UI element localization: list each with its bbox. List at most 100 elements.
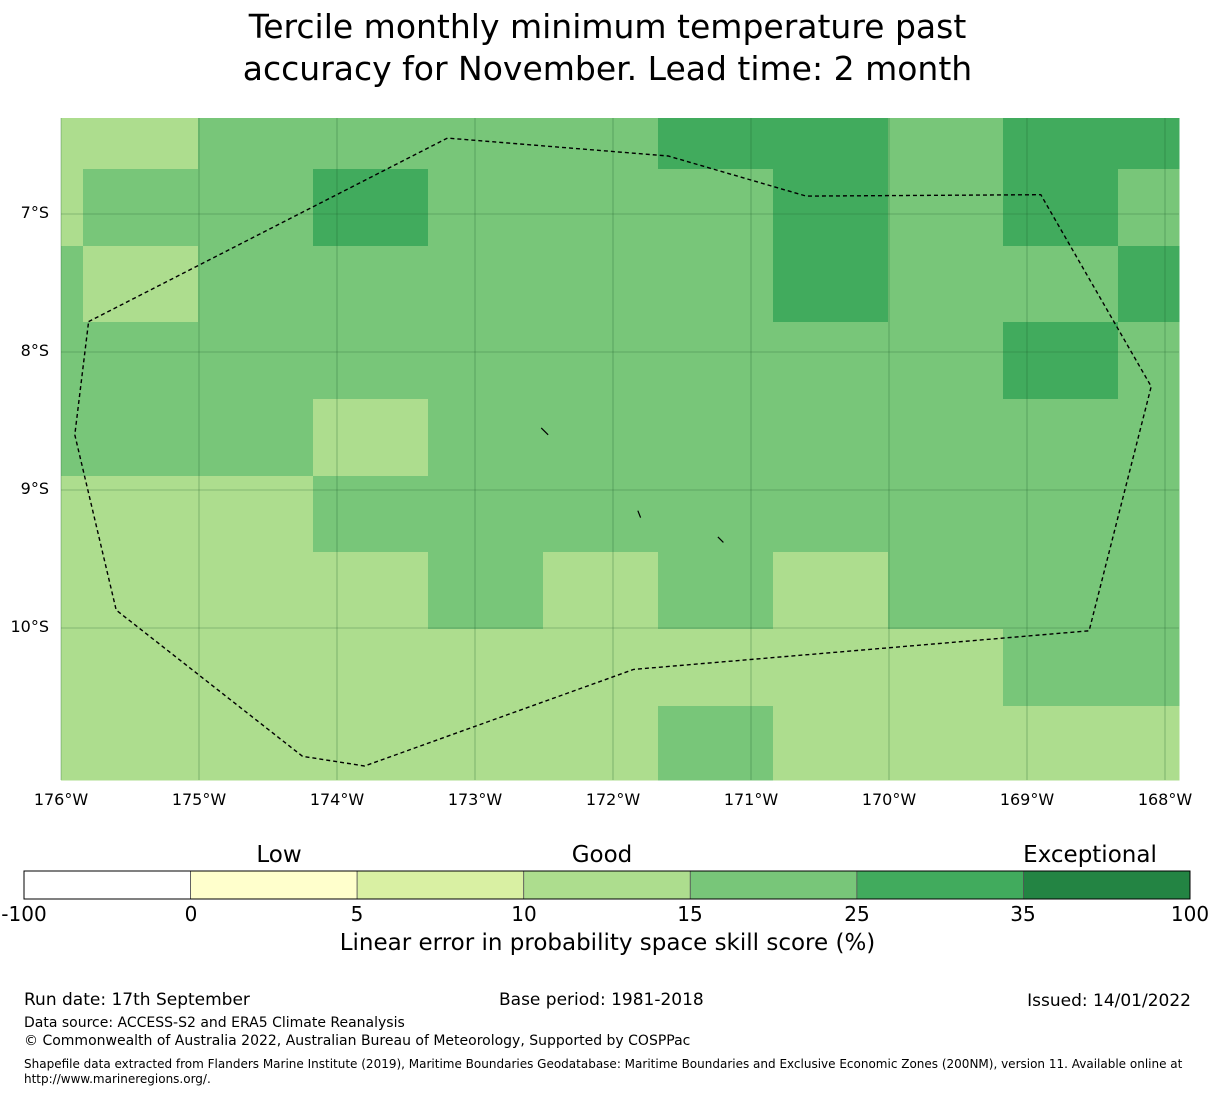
grid-cell: [1003, 322, 1119, 400]
grid-cell: [1118, 246, 1180, 323]
colorbar-tick-0: 0: [184, 902, 198, 926]
grid-cell: [773, 476, 889, 553]
grid-cell: [83, 169, 199, 247]
grid-cell: [198, 246, 314, 323]
grid-cell: [888, 706, 1004, 781]
grid-cell: [1118, 322, 1180, 400]
grid-cell: [83, 118, 199, 170]
grid-cell: [543, 552, 659, 630]
grid-cell: [83, 476, 199, 553]
grid-cell: [543, 706, 659, 781]
run-date: Run date: 17th September: [24, 990, 250, 1010]
grid-cell: [83, 399, 199, 477]
grid-cell: [658, 322, 774, 400]
grid-cell: [543, 476, 659, 553]
base-period: Base period: 1981-2018: [499, 990, 704, 1010]
grid-cell: [61, 118, 84, 170]
grid-cell: [773, 322, 889, 400]
grid-cell: [1003, 476, 1119, 553]
grid-cell: [773, 399, 889, 477]
grid-cell: [198, 552, 314, 630]
eez-boundary: [74, 137, 1152, 767]
grid-cell: [773, 246, 889, 323]
colorbar-tick-100: 100: [1170, 902, 1210, 926]
colorbar-tick-5: 5: [350, 902, 364, 926]
lon-label-169w: 169°W: [999, 790, 1055, 809]
grid-cell: [888, 629, 1004, 707]
copyright: © Commonwealth of Australia 2022, Austra…: [24, 1033, 691, 1049]
lat-label-8s: 8°S: [20, 341, 49, 360]
grid-cell: [313, 322, 429, 400]
grid-cell: [313, 706, 429, 781]
grid-cell: [543, 322, 659, 400]
grid-cell: [773, 552, 889, 630]
grid-cell: [1003, 629, 1119, 707]
grid-cell: [61, 552, 84, 630]
colorbar-tick-25: 25: [844, 902, 870, 926]
title-line-1: Tercile monthly minimum temperature past: [248, 7, 967, 46]
grid-cell: [198, 629, 314, 707]
grid-cell: [773, 706, 889, 781]
grid-cell: [1003, 552, 1119, 630]
grid-cell: [428, 399, 544, 477]
grid-cell: [1003, 246, 1119, 323]
grid-cell: [428, 629, 544, 707]
grid-cell: [61, 169, 84, 247]
colorbar-segment: [23, 870, 191, 900]
grid-cell: [428, 118, 544, 170]
grid-cell: [543, 169, 659, 247]
grid-cell: [1118, 476, 1180, 553]
lon-label-173w: 173°W: [447, 790, 503, 809]
skill-grid: [61, 118, 1180, 781]
lon-label-174w: 174°W: [309, 790, 365, 809]
grid-cell: [313, 629, 429, 707]
grid-cell: [428, 706, 544, 781]
grid-cell: [773, 629, 889, 707]
grid-cell: [888, 118, 1004, 170]
colorbar-category-low: Low: [256, 842, 302, 868]
grid-cell: [773, 169, 889, 247]
grid-cell: [1003, 706, 1119, 781]
grid-cell: [61, 476, 84, 553]
grid-cell: [198, 706, 314, 781]
lon-label-175w: 175°W: [171, 790, 227, 809]
colorbar-segment: [356, 870, 525, 900]
colorbar-tick-10: 10: [511, 902, 537, 926]
grid-cell: [888, 169, 1004, 247]
grid-cell: [658, 706, 774, 781]
grid-cell: [83, 629, 199, 707]
grid-cell: [198, 169, 314, 247]
colorbar-segment: [523, 870, 691, 900]
island: [540, 427, 549, 436]
grid-cell: [658, 476, 774, 553]
lat-label-7s: 7°S: [20, 203, 49, 222]
grid-cell: [1118, 706, 1180, 781]
grid-cell: [313, 476, 429, 553]
grid-cell: [313, 552, 429, 630]
colorbar-label: Linear error in probability space skill …: [339, 930, 876, 956]
grid-cell: [198, 322, 314, 400]
grid-cell: [83, 706, 199, 781]
grid-cell: [658, 399, 774, 477]
grid-cell: [658, 169, 774, 247]
grid-cell: [313, 169, 429, 247]
grid-cell: [61, 322, 84, 400]
grid-cell: [1118, 629, 1180, 707]
grid-cell: [543, 629, 659, 707]
eez-boundary-layer: [74, 137, 1152, 767]
colorbar-segment: [856, 870, 1024, 900]
colorbar-category-good: Good: [571, 842, 633, 868]
lon-label-168w: 168°W: [1137, 790, 1193, 809]
grid-cell: [888, 476, 1004, 553]
grid-cell: [428, 246, 544, 323]
grid-cell: [888, 322, 1004, 400]
chart-title: Tercile monthly minimum temperature past…: [0, 6, 1215, 90]
grid-cell: [428, 169, 544, 247]
grid-cell: [1118, 399, 1180, 477]
title-line-2: accuracy for November. Lead time: 2 mont…: [242, 49, 973, 88]
grid-cell: [658, 629, 774, 707]
grid-cell: [428, 322, 544, 400]
issued-date: Issued: 14/01/2022: [1027, 991, 1191, 1011]
colorbar-tick-35: 35: [1010, 902, 1036, 926]
grid-cell: [543, 118, 659, 170]
